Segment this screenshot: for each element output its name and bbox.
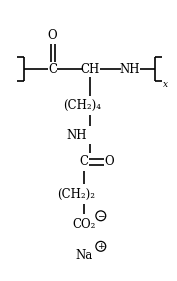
Text: CH: CH xyxy=(80,63,100,76)
Text: +: + xyxy=(97,242,105,251)
Text: C: C xyxy=(80,155,88,168)
Text: C: C xyxy=(48,63,57,76)
Text: O: O xyxy=(105,155,115,168)
Text: −: − xyxy=(97,211,105,220)
Text: (CH₂)₂: (CH₂)₂ xyxy=(57,188,95,201)
Text: x: x xyxy=(163,80,168,89)
Text: O: O xyxy=(48,29,57,42)
Text: CO₂: CO₂ xyxy=(72,218,96,231)
Text: NH: NH xyxy=(66,129,86,142)
Text: Na: Na xyxy=(75,249,93,262)
Text: NH: NH xyxy=(119,63,140,76)
Text: (CH₂)₄: (CH₂)₄ xyxy=(63,99,101,112)
